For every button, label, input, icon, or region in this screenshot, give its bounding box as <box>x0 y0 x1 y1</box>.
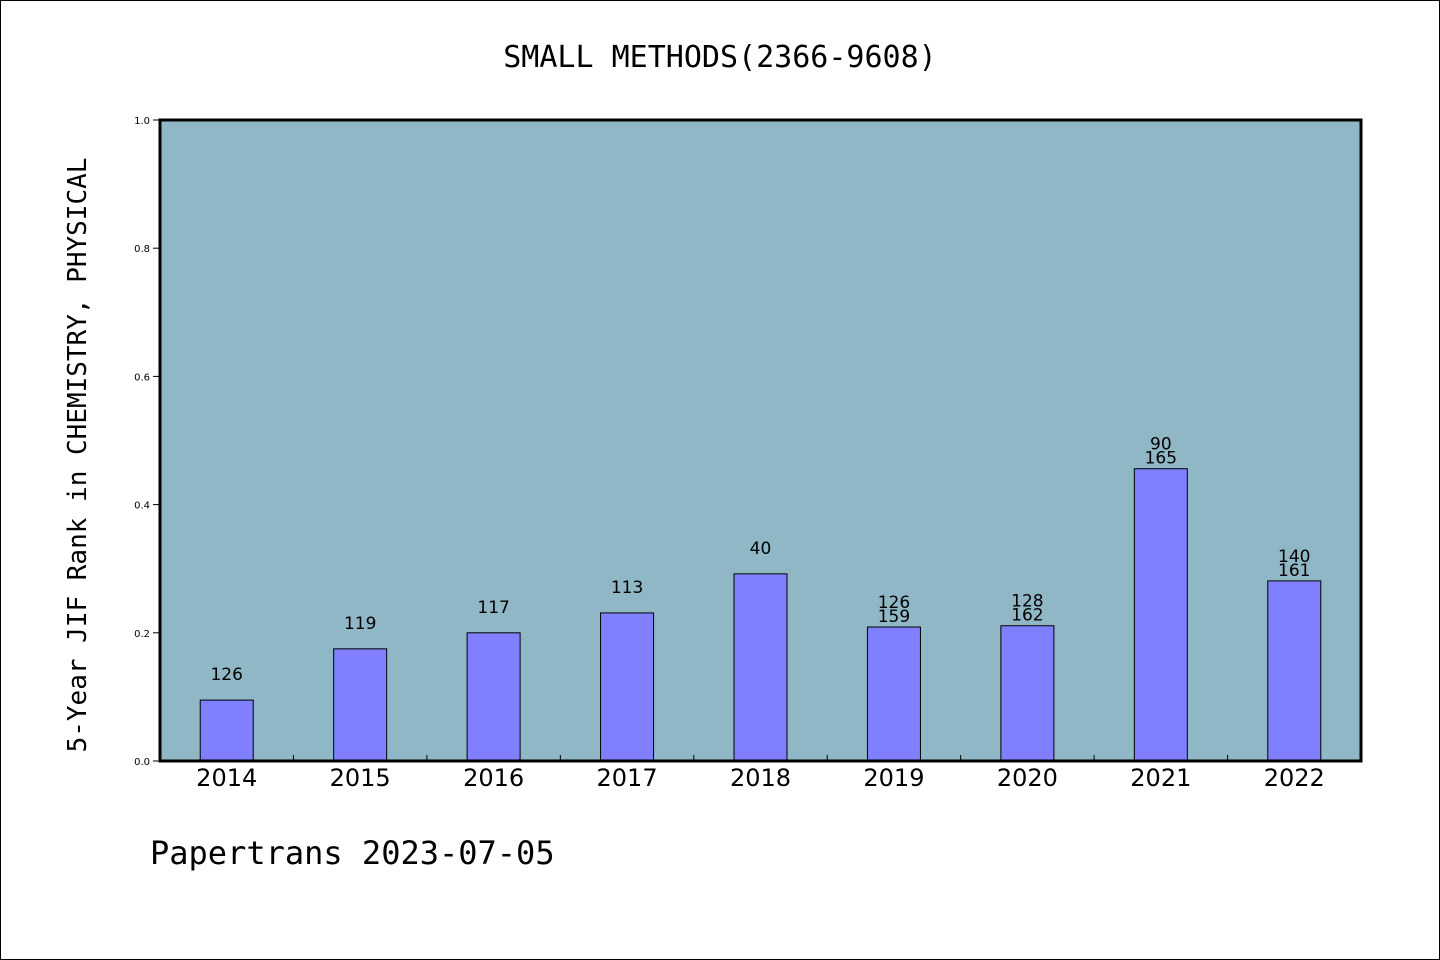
bar-label-2017-1: 113 <box>611 578 643 598</box>
bar-2020 <box>1000 625 1055 762</box>
x-axis: 2014 2015 2016 2017 2018 2019 2020 2021 2022 <box>196 755 1325 792</box>
footer-credit: Papertrans 2023-07-05 <box>150 834 555 872</box>
x-tick-label-2019: 2019 <box>863 764 924 792</box>
bar-label-2020-2: 162 <box>1011 606 1043 626</box>
bar-label-2016-1: 117 <box>477 598 509 618</box>
bar-label-2021-1: 90 <box>1150 435 1172 455</box>
bar-2022 <box>1267 580 1322 762</box>
bar-2015 <box>333 648 388 762</box>
x-tick-label-2014: 2014 <box>196 764 257 792</box>
x-tick-label-2021: 2021 <box>1130 764 1191 792</box>
bar-label-2019-2: 159 <box>878 607 910 627</box>
bar-2017 <box>600 612 655 762</box>
bar-2018 <box>733 573 788 762</box>
bars-group <box>199 468 1322 762</box>
y-axis: 0.0 0.2 0.4 0.6 0.8 1.0 <box>134 116 160 768</box>
bar-label-2022-1: 140 <box>1278 547 1310 567</box>
bar-2016 <box>466 632 521 762</box>
x-tick-label-2022: 2022 <box>1264 764 1325 792</box>
y-tick-label-4: 0.8 <box>134 244 150 255</box>
bar-2019 <box>866 626 921 762</box>
y-tick-label-5: 1.0 <box>134 116 150 127</box>
bar-label-2020-1: 128 <box>1011 592 1043 612</box>
bar-label-2018-1: 40 <box>750 539 772 559</box>
bar-2021 <box>1133 468 1188 762</box>
bar-label-2019-1: 126 <box>878 593 910 613</box>
plot-border <box>158 118 1363 763</box>
bar-label-2015-1: 119 <box>344 614 376 634</box>
y-axis-label: 5-Year JIF Rank in CHEMISTRY, PHYSICAL <box>63 158 93 753</box>
bar-label-2014-1: 126 <box>210 665 242 685</box>
y-tick-label-1: 0.2 <box>134 629 150 640</box>
bar-2014 <box>199 699 254 762</box>
x-tick-label-2015: 2015 <box>330 764 391 792</box>
bar-label-2022-2: 161 <box>1278 561 1310 581</box>
y-tick-label-2: 0.4 <box>134 501 150 512</box>
bar-label-2021-2: 165 <box>1145 449 1177 469</box>
y-tick-label-3: 0.6 <box>134 372 150 383</box>
chart-title: SMALL METHODS(2366-9608) <box>503 40 936 75</box>
x-tick-label-2017: 2017 <box>597 764 658 792</box>
y-tick-label-0: 0.0 <box>134 757 150 768</box>
x-tick-label-2016: 2016 <box>463 764 524 792</box>
x-tick-label-2018: 2018 <box>730 764 791 792</box>
x-tick-label-2020: 2020 <box>997 764 1058 792</box>
